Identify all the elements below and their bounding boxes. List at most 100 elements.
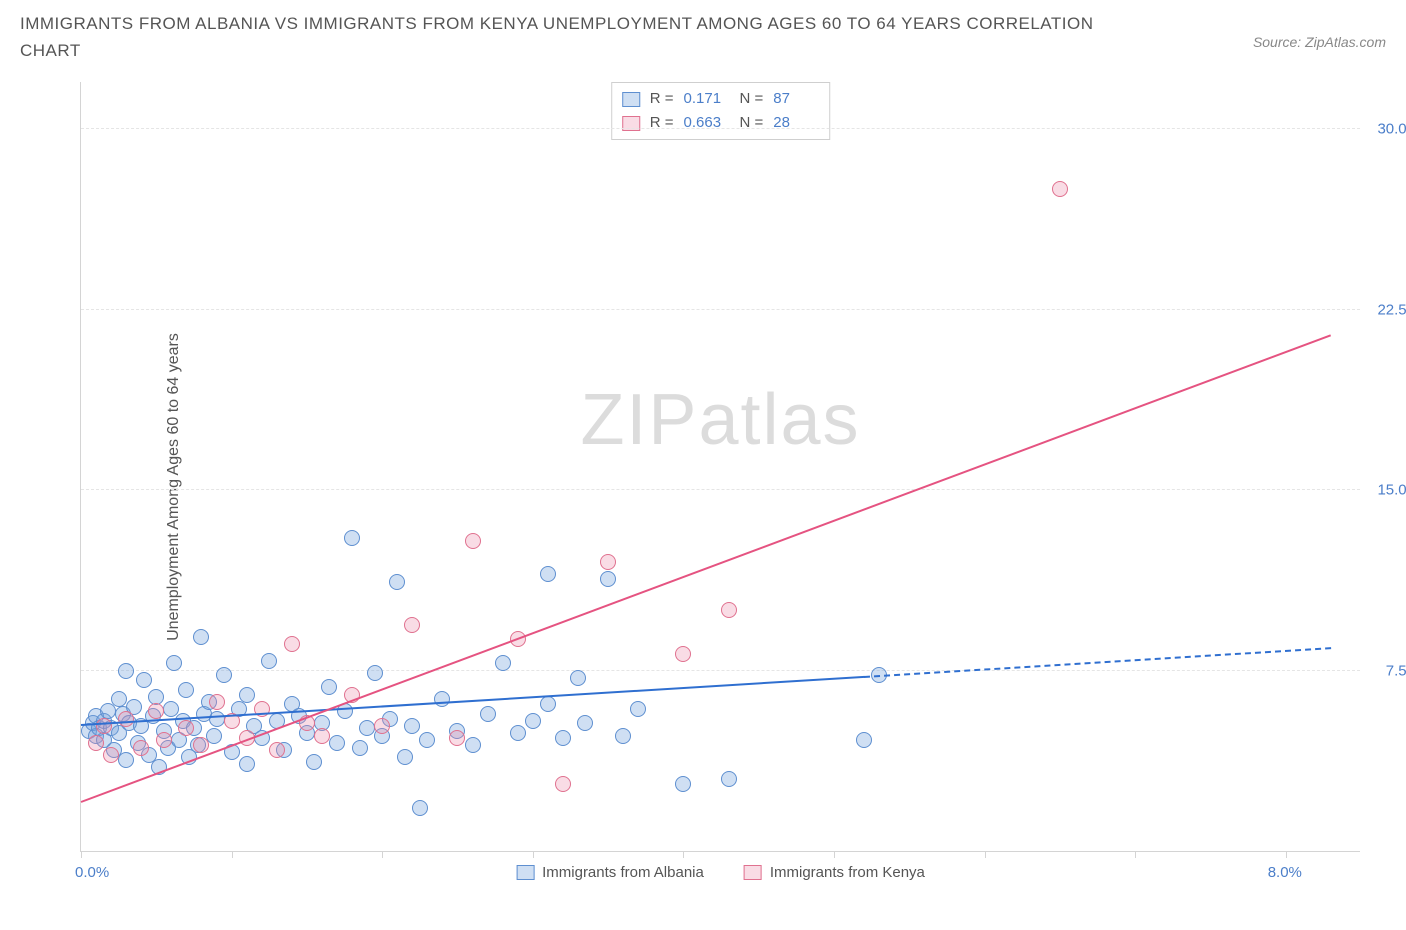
data-point	[118, 663, 134, 679]
data-point	[166, 655, 182, 671]
data-point	[465, 737, 481, 753]
x-tick	[985, 851, 986, 858]
data-point	[434, 691, 450, 707]
data-point	[540, 566, 556, 582]
data-point	[555, 730, 571, 746]
data-point	[96, 718, 112, 734]
data-point	[525, 713, 541, 729]
data-point	[321, 679, 337, 695]
data-point	[209, 694, 225, 710]
data-point	[269, 742, 285, 758]
legend-r-label: R =	[650, 87, 674, 111]
data-point	[419, 732, 435, 748]
y-tick-label: 7.5%	[1386, 662, 1406, 679]
data-point	[193, 737, 209, 753]
data-point	[389, 574, 405, 590]
data-point	[600, 554, 616, 570]
data-point	[555, 776, 571, 792]
x-tick-label: 0.0%	[75, 864, 109, 881]
data-point	[261, 653, 277, 669]
data-point	[412, 800, 428, 816]
data-point	[721, 771, 737, 787]
legend-n-value: 87	[773, 87, 819, 111]
data-point	[449, 730, 465, 746]
x-tick	[834, 851, 835, 858]
gridline	[81, 489, 1360, 490]
data-point	[404, 617, 420, 633]
scatter-plot: ZIPatlas R = 0.171N = 87R = 0.663N = 28 …	[80, 82, 1360, 852]
y-tick-label: 15.0%	[1377, 482, 1406, 499]
legend-n-label: N =	[740, 87, 764, 111]
x-tick	[683, 851, 684, 858]
legend-swatch	[744, 865, 762, 880]
x-tick	[1286, 851, 1287, 858]
x-tick-label: 8.0%	[1268, 864, 1302, 881]
legend-r-value: 0.663	[684, 111, 730, 135]
data-point	[136, 672, 152, 688]
data-point	[495, 655, 511, 671]
data-point	[239, 756, 255, 772]
chart-container: Unemployment Among Ages 60 to 64 years Z…	[20, 72, 1386, 902]
data-point	[216, 667, 232, 683]
x-tick	[1135, 851, 1136, 858]
data-point	[239, 687, 255, 703]
correlation-legend: R = 0.171 N = 87R = 0.663 N = 28	[611, 82, 831, 140]
data-point	[510, 725, 526, 741]
y-tick-label: 30.0%	[1377, 121, 1406, 138]
data-point	[284, 636, 300, 652]
legend-swatch	[622, 92, 640, 107]
data-point	[404, 718, 420, 734]
legend-n-value: 28	[773, 111, 819, 135]
data-point	[721, 602, 737, 618]
series-legend-label: Immigrants from Kenya	[770, 864, 925, 881]
data-point	[570, 670, 586, 686]
data-point	[209, 711, 225, 727]
data-point	[329, 735, 345, 751]
series-legend-item: Immigrants from Albania	[516, 864, 704, 881]
source-label: Source: ZipAtlas.com	[1253, 34, 1386, 50]
data-point	[344, 530, 360, 546]
trend-line-extension	[864, 647, 1331, 678]
data-point	[133, 740, 149, 756]
data-point	[156, 732, 172, 748]
legend-n-label: N =	[740, 111, 764, 135]
x-tick	[382, 851, 383, 858]
data-point	[615, 728, 631, 744]
series-legend-item: Immigrants from Kenya	[744, 864, 925, 881]
chart-title: IMMIGRANTS FROM ALBANIA VS IMMIGRANTS FR…	[20, 10, 1120, 64]
data-point	[480, 706, 496, 722]
x-tick	[533, 851, 534, 858]
data-point	[88, 735, 104, 751]
data-point	[193, 629, 209, 645]
data-point	[1052, 181, 1068, 197]
data-point	[103, 747, 119, 763]
series-legend: Immigrants from Albania Immigrants from K…	[516, 864, 925, 881]
data-point	[314, 728, 330, 744]
legend-row: R = 0.171 N = 87	[622, 87, 820, 111]
data-point	[630, 701, 646, 717]
data-point	[118, 711, 134, 727]
series-legend-label: Immigrants from Albania	[542, 864, 704, 881]
watermark: ZIPatlas	[580, 379, 860, 461]
data-point	[118, 752, 134, 768]
x-tick	[232, 851, 233, 858]
data-point	[540, 696, 556, 712]
data-point	[306, 754, 322, 770]
data-point	[465, 533, 481, 549]
gridline	[81, 670, 1360, 671]
data-point	[600, 571, 616, 587]
trend-line	[81, 676, 864, 726]
legend-swatch	[516, 865, 534, 880]
data-point	[178, 682, 194, 698]
data-point	[367, 665, 383, 681]
y-tick-label: 22.5%	[1377, 301, 1406, 318]
gridline	[81, 309, 1360, 310]
header-row: IMMIGRANTS FROM ALBANIA VS IMMIGRANTS FR…	[0, 0, 1406, 68]
data-point	[148, 703, 164, 719]
data-point	[397, 749, 413, 765]
gridline	[81, 128, 1360, 129]
data-point	[359, 720, 375, 736]
legend-row: R = 0.663N = 28	[622, 111, 820, 135]
legend-r-value: 0.171	[684, 87, 730, 111]
data-point	[675, 646, 691, 662]
